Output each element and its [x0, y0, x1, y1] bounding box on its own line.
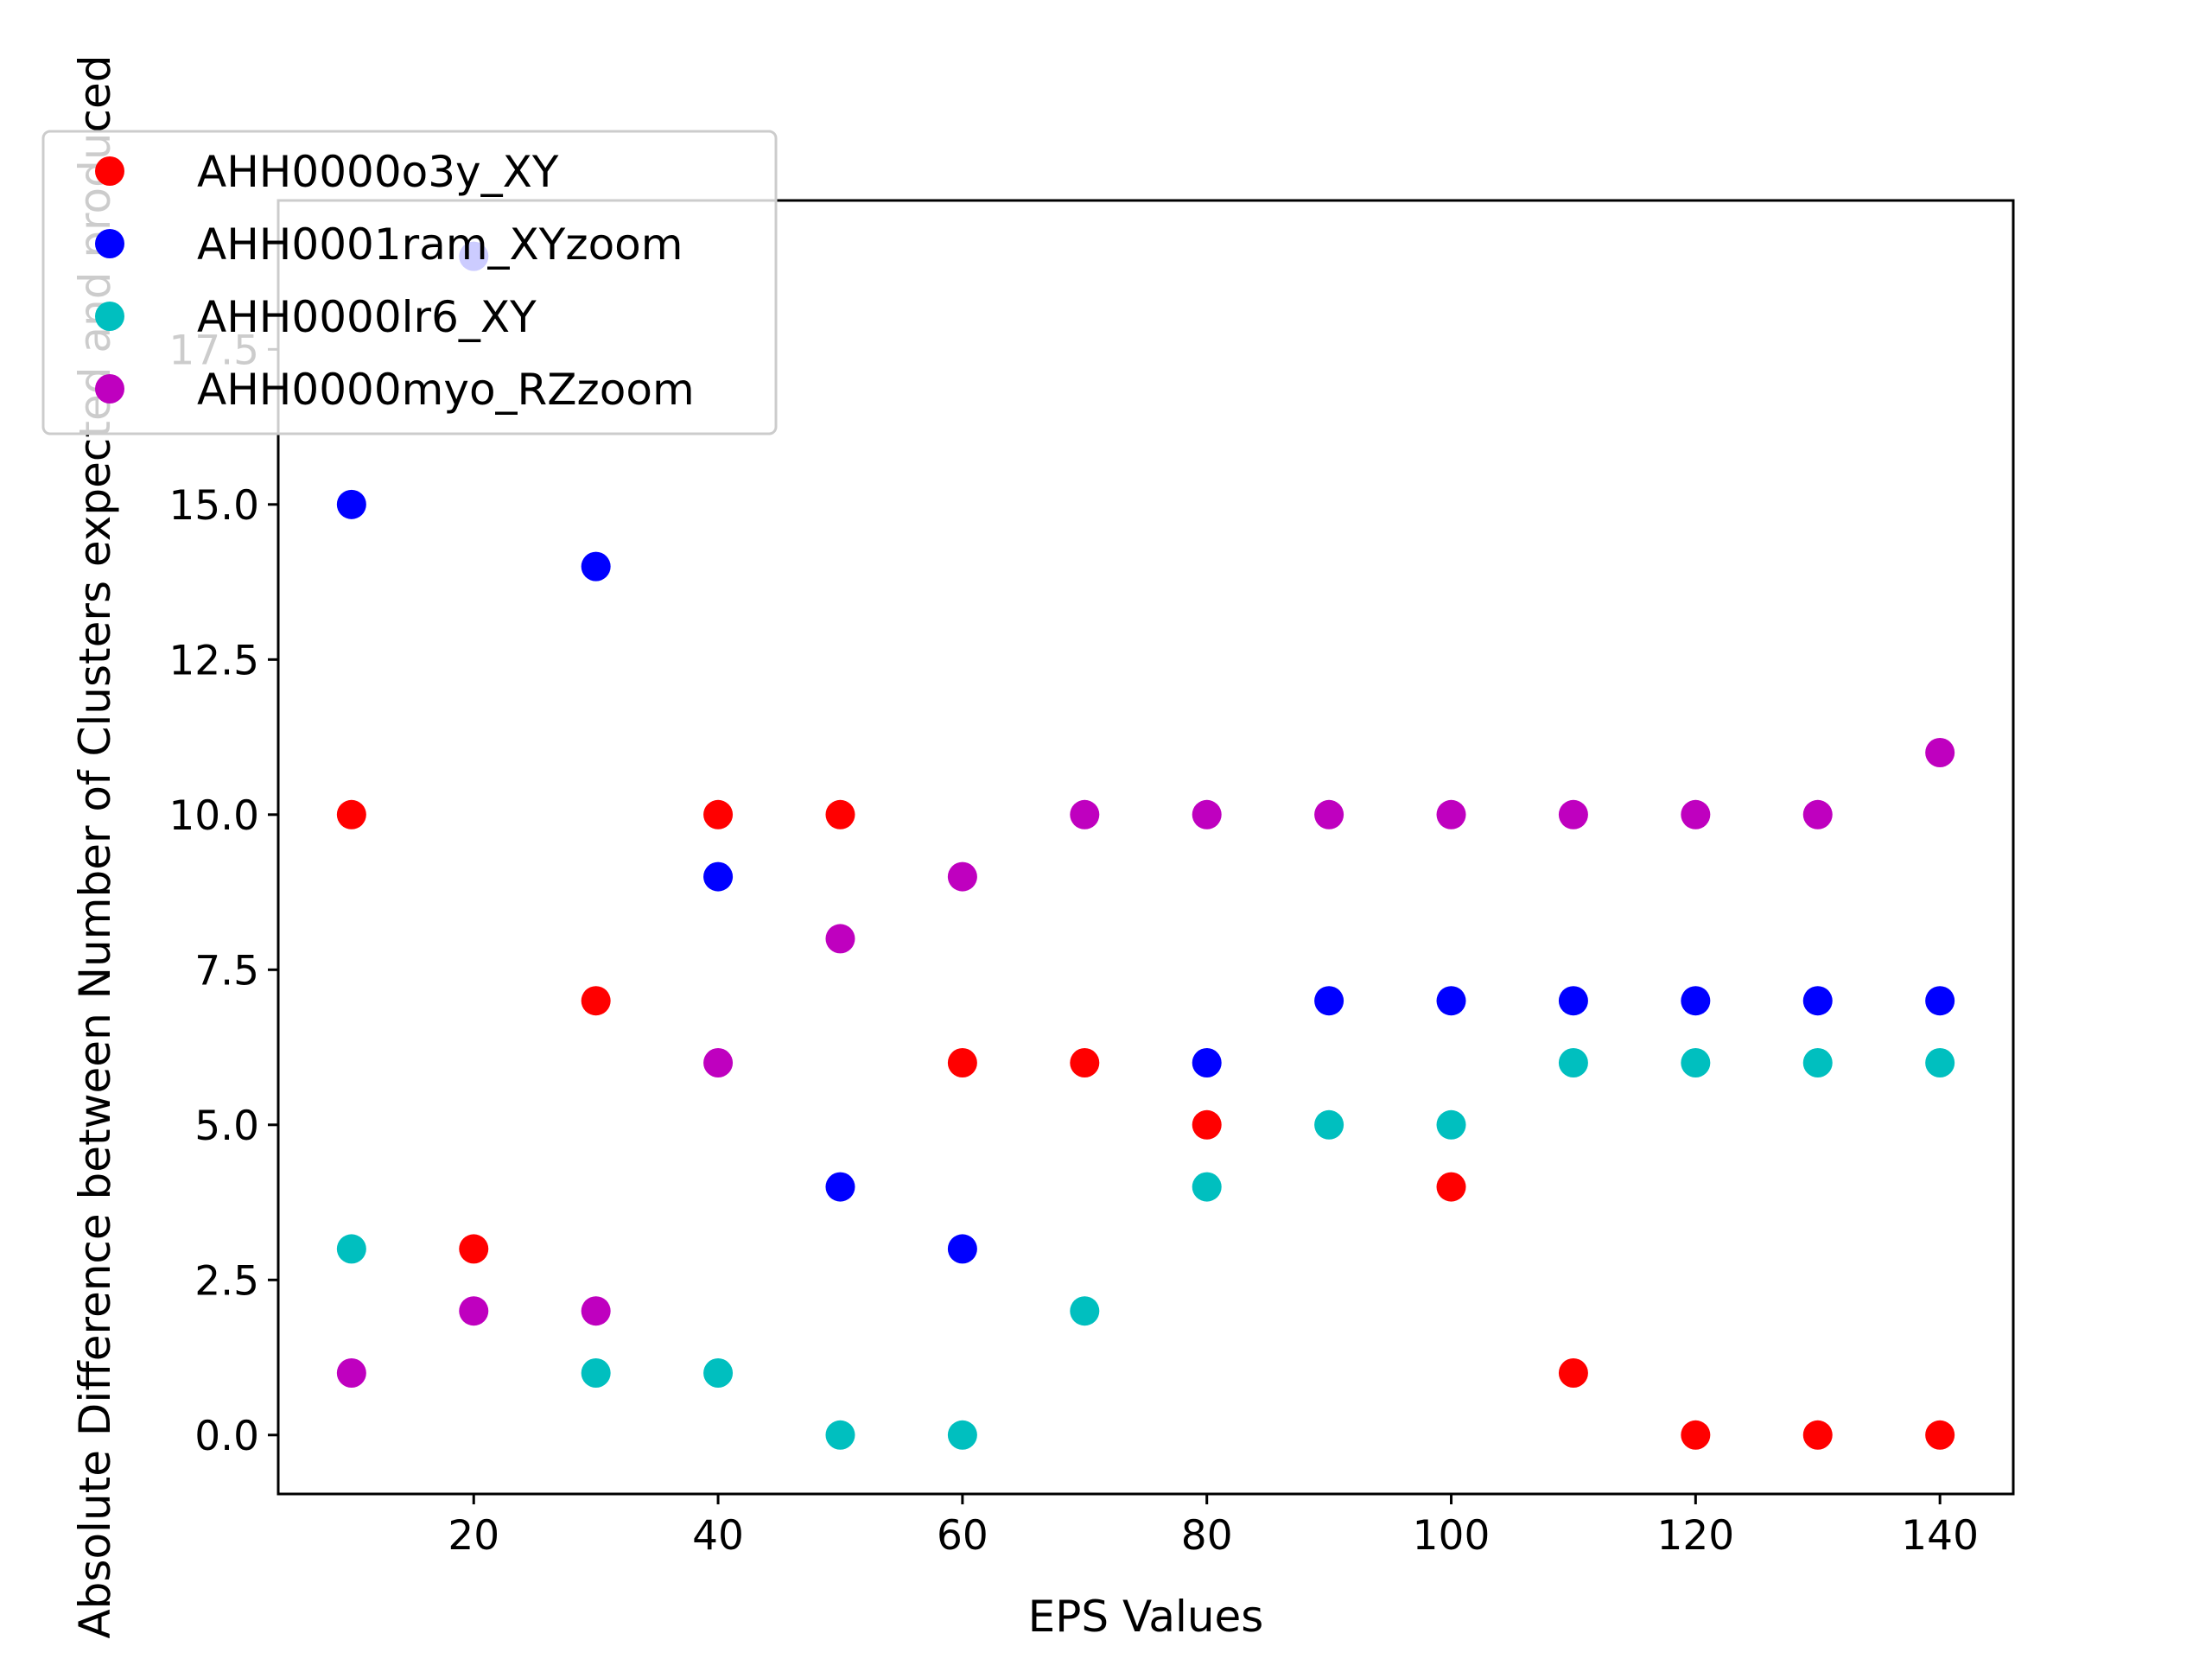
data-point — [1681, 799, 1711, 830]
data-point — [703, 1048, 734, 1077]
data-point — [459, 1296, 489, 1326]
data-point — [336, 1357, 366, 1388]
data-point — [336, 1234, 366, 1264]
legend-box — [41, 130, 778, 435]
data-point — [1802, 799, 1833, 830]
data-point — [1192, 799, 1222, 830]
y-tick-label: 0.0 — [194, 1413, 259, 1460]
data-point — [1681, 1048, 1711, 1077]
data-point — [1314, 986, 1344, 1016]
data-point — [1925, 1420, 1955, 1450]
legend-label: AHH0001ram_XYzoom — [197, 219, 683, 270]
legend-marker — [95, 302, 124, 331]
data-point — [1436, 1172, 1466, 1202]
x-tick-label: 40 — [692, 1512, 744, 1560]
data-point — [947, 1048, 977, 1077]
x-tick-label: 120 — [1656, 1512, 1734, 1560]
data-point — [1802, 1420, 1833, 1450]
data-point — [581, 1296, 611, 1326]
data-point — [581, 1357, 611, 1388]
data-point — [581, 551, 611, 582]
x-tick-label: 140 — [1901, 1512, 1979, 1560]
legend-marker — [95, 374, 124, 404]
data-point — [336, 799, 366, 830]
legend-marker — [95, 229, 124, 258]
legend-label: AHH0000lr6_XY — [197, 292, 537, 342]
legend-label: AHH0000o3y_XY — [197, 147, 559, 197]
data-point — [581, 986, 611, 1016]
data-point — [1436, 1109, 1466, 1140]
y-tick-label: 12.5 — [168, 637, 259, 684]
data-point — [1802, 1048, 1833, 1077]
y-tick-label: 15.0 — [168, 482, 259, 530]
data-point — [1436, 799, 1466, 830]
data-point — [1681, 1420, 1711, 1450]
data-point — [1436, 986, 1466, 1016]
legend-items: AHH0000o3y_XY AHH0001ram_XYzoom AHH0000lr6… — [95, 147, 695, 415]
data-point — [1070, 1048, 1100, 1077]
data-point — [947, 1420, 977, 1450]
data-point — [825, 1172, 855, 1202]
x-tick-label: 100 — [1413, 1512, 1491, 1560]
data-point — [825, 1420, 855, 1450]
data-point — [1802, 986, 1833, 1016]
data-point — [825, 799, 855, 830]
data-point — [1192, 1172, 1222, 1202]
data-point — [1314, 1109, 1344, 1140]
y-tick-label: 10.0 — [168, 792, 259, 840]
x-tick-label: 80 — [1181, 1512, 1233, 1560]
data-point — [1925, 986, 1955, 1016]
x-tick-label: 20 — [448, 1512, 499, 1560]
data-point — [1070, 1296, 1100, 1326]
data-point — [825, 924, 855, 954]
data-point — [703, 799, 734, 830]
data-point — [1558, 1357, 1588, 1388]
data-point — [1681, 986, 1711, 1016]
data-point — [1925, 738, 1955, 768]
data-point — [703, 1357, 734, 1388]
legend: AHH0000o3y_XY AHH0001ram_XYzoom AHH0000lr6… — [41, 130, 778, 435]
data-point — [1314, 799, 1344, 830]
y-tick-label: 2.5 — [194, 1257, 259, 1305]
data-point — [1558, 799, 1588, 830]
legend-label: AHH0000myo_RZzoom — [197, 365, 695, 415]
series-AHH0000o3y_XY — [336, 799, 1955, 1450]
y-tick-label: 7.5 — [194, 947, 259, 995]
data-point — [459, 1234, 489, 1264]
data-point — [336, 489, 366, 519]
x-tick-label: 60 — [937, 1512, 988, 1560]
legend-marker — [95, 156, 124, 186]
data-point — [1192, 1048, 1222, 1077]
x-axis-label: EPS Values — [1028, 1592, 1264, 1642]
data-point — [1925, 1048, 1955, 1077]
plot-frame — [276, 199, 2015, 1496]
data-point — [1192, 1109, 1222, 1140]
y-tick-label: 5.0 — [194, 1103, 259, 1150]
data-point — [1558, 1048, 1588, 1077]
data-point — [947, 1234, 977, 1264]
series-AHH0000myo_RZzoom — [336, 738, 1955, 1388]
data-point — [947, 861, 977, 892]
data-points — [336, 241, 1955, 1450]
data-point — [1070, 799, 1100, 830]
data-point — [703, 861, 734, 892]
series-AHH0000lr6_XY — [336, 1048, 1955, 1450]
data-point — [1558, 986, 1588, 1016]
